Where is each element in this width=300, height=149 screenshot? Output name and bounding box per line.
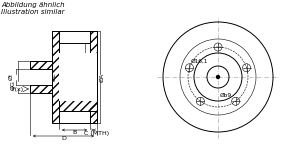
Bar (59, 91, 97, 111)
Text: B: B (72, 131, 76, 135)
Bar (52, 31, 59, 123)
Text: ØH: ØH (84, 72, 89, 82)
Text: ØG: ØG (11, 80, 16, 90)
Text: ØA: ØA (100, 72, 104, 82)
Bar (52, 31, 59, 123)
Text: Ø16,1: Ø16,1 (190, 59, 208, 64)
Text: C (MTH): C (MTH) (84, 131, 109, 135)
Circle shape (217, 76, 220, 79)
Bar (90, 31, 97, 123)
Bar (30, 61, 52, 93)
Text: Abbildung ähnlich
Illustration similar: Abbildung ähnlich Illustration similar (1, 2, 64, 15)
Bar (30, 61, 52, 93)
Text: ØE: ØE (52, 73, 56, 82)
Text: F(x): F(x) (12, 87, 24, 91)
Text: D: D (61, 136, 66, 142)
Text: Øb9: Øb9 (220, 93, 232, 98)
Bar (59, 53, 97, 101)
Text: ØI: ØI (8, 74, 14, 80)
Bar (90, 31, 97, 123)
Bar (59, 91, 97, 111)
Bar (30, 69, 52, 85)
